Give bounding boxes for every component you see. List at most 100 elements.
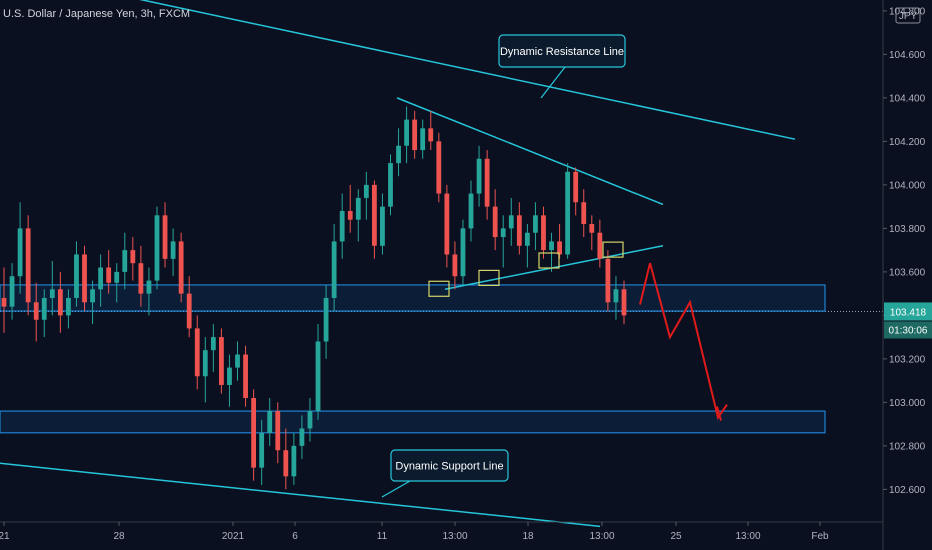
candle-body <box>508 215 514 229</box>
candle <box>573 167 579 216</box>
support-callout-pointer <box>381 480 411 498</box>
candle-body <box>210 337 216 351</box>
y-tick-label: 104.600 <box>889 50 926 61</box>
candle-body <box>589 224 595 233</box>
candle-body <box>323 297 329 342</box>
y-tick-label: 103.000 <box>889 398 926 409</box>
candle <box>371 180 377 259</box>
candle-body <box>82 254 87 303</box>
candle-body <box>275 411 281 451</box>
y-tick-label: 102.600 <box>889 485 926 496</box>
candle <box>299 415 305 459</box>
candle-body <box>428 128 434 142</box>
resistance-callout-pointer <box>540 66 566 99</box>
forecast-arrowhead <box>716 406 722 421</box>
support-callout-text: Dynamic Support Line <box>395 461 503 473</box>
candle-body <box>565 171 571 255</box>
symbol-title: U.S. Dollar / Japanese Yen, 3h, FXCM <box>3 8 191 20</box>
x-tick-label: 11 <box>377 531 388 542</box>
candle <box>275 402 281 464</box>
candle-body <box>9 276 15 307</box>
candle <box>41 289 47 338</box>
candle-body <box>219 337 224 385</box>
x-tick-label: 25 <box>670 531 682 542</box>
x-tick-label: 6 <box>292 531 298 542</box>
y-tick-label: 103.800 <box>889 224 926 235</box>
candle-body <box>194 328 200 377</box>
candle <box>57 271 63 333</box>
candle <box>9 263 15 320</box>
support-callout: Dynamic Support Line <box>381 449 509 498</box>
candle-body <box>621 289 627 316</box>
candle <box>597 219 603 268</box>
y-tick-label: 103.600 <box>889 267 926 278</box>
candle <box>581 189 587 238</box>
candle <box>210 324 216 372</box>
candle <box>33 282 39 342</box>
candle <box>49 261 55 316</box>
candle <box>436 132 442 203</box>
touch-marker-box <box>428 280 450 297</box>
dynamic-resistance-line <box>139 0 796 140</box>
candle-body <box>355 197 361 220</box>
candle <box>621 280 627 325</box>
candle <box>533 202 538 251</box>
candle <box>508 197 514 246</box>
candle <box>162 202 168 268</box>
candle-body <box>452 254 458 277</box>
candle <box>476 145 482 207</box>
candle-body <box>178 241 184 294</box>
touch-marker-box <box>478 269 500 286</box>
y-tick-label: 104.800 <box>889 6 926 17</box>
candle <box>468 180 474 242</box>
candle-body <box>146 280 152 294</box>
y-tick-label: 104.000 <box>889 180 926 191</box>
candle-body <box>412 119 418 151</box>
x-tick-label: 13:00 <box>442 531 467 542</box>
candle-body <box>259 432 265 468</box>
candle-body <box>307 411 313 429</box>
candle <box>363 171 369 220</box>
y-tick-label: 104.200 <box>889 137 926 148</box>
candle <box>307 398 313 442</box>
candle <box>339 193 345 259</box>
candle-body <box>202 350 208 377</box>
candle-body <box>41 297 47 320</box>
candle <box>549 232 554 272</box>
candle-body <box>243 354 248 399</box>
candle <box>235 341 240 381</box>
candle-body <box>468 193 474 229</box>
candle <box>1 267 7 333</box>
candle-body <box>420 128 426 151</box>
candle-body <box>267 411 273 433</box>
candle-body <box>484 158 490 207</box>
trendlines <box>0 0 796 528</box>
candle <box>251 389 257 481</box>
candle-body <box>170 241 176 259</box>
candle <box>460 219 466 285</box>
x-tick-label: 21 <box>0 531 10 542</box>
candle <box>388 154 393 216</box>
candle <box>283 428 289 490</box>
candle <box>404 106 409 164</box>
candle <box>524 224 530 268</box>
candle-body <box>541 215 546 251</box>
candle-body <box>581 202 587 225</box>
candle <box>98 254 104 307</box>
candle <box>146 267 152 316</box>
callouts: Dynamic Resistance Line Dynamic Support L… <box>381 34 626 498</box>
currency-badge: JPY <box>895 7 921 24</box>
candle <box>380 193 385 255</box>
touch-marker-box <box>538 252 560 269</box>
candle-body <box>33 302 39 320</box>
x-tick-label: 13:00 <box>735 531 760 542</box>
candle-body <box>186 293 192 329</box>
candle-body <box>154 215 160 281</box>
marker-boxes <box>428 241 624 297</box>
candle-body <box>331 241 337 298</box>
candle-body <box>299 428 305 446</box>
price-zones <box>0 284 826 434</box>
